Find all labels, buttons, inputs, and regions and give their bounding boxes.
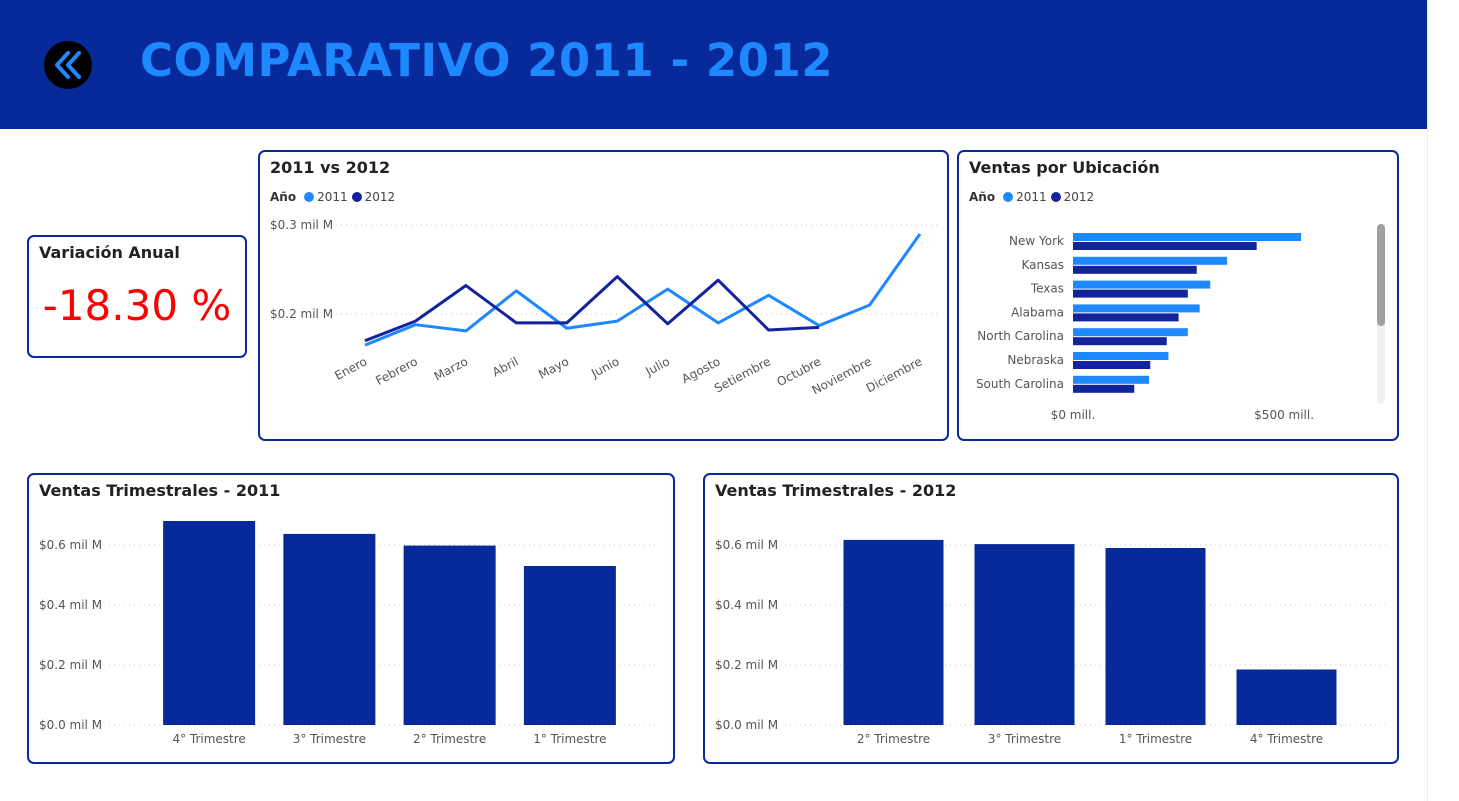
y-tick-label: $0.2 mil M: [715, 658, 778, 672]
legend-dot-2012: [1050, 192, 1061, 202]
x-tick-label: Junio: [588, 354, 621, 381]
quarterly-2011-plot: $0.0 mil M $0.2 mil M $0.4 mil M $0.6 mil M…: [39, 521, 657, 746]
kpi-title: Variación Anual: [39, 243, 180, 262]
x-tick-label: 1° Trimestre: [533, 732, 606, 746]
bar-2012: [1073, 361, 1151, 369]
y-tick-label: $0.6 mil M: [715, 538, 778, 552]
legend-title: Año: [270, 190, 297, 204]
line-chart-title: 2011 vs 2012: [270, 158, 391, 177]
x-tick-label: 3° Trimestre: [293, 732, 366, 746]
bar-2011: [1073, 328, 1188, 337]
series-line-2011: [364, 233, 922, 347]
category-label: North Carolina: [977, 329, 1064, 343]
legend-label-2011: 2011: [1016, 190, 1047, 204]
bar-2012: [1073, 337, 1167, 346]
legend-label-2011: 2011: [317, 190, 348, 204]
x-tick-label: $0 mill.: [1051, 408, 1096, 422]
kpi-card[interactable]: Variación Anual -18.30 %: [27, 235, 247, 358]
bar-2011: [1073, 304, 1200, 313]
category-label: Nebraska: [1007, 353, 1064, 367]
double-chevron-left-icon: [55, 51, 81, 79]
bar: [974, 544, 1075, 725]
location-scrollbar[interactable]: [1377, 224, 1385, 404]
y-tick-label: $0.2 mil M: [39, 658, 102, 672]
bar-2012: [1073, 289, 1188, 298]
y-tick-label: $0.0 mil M: [715, 718, 778, 732]
x-tick-label: Enero: [332, 354, 369, 383]
bar: [523, 566, 616, 725]
bar: [843, 539, 944, 725]
bar-2011: [1073, 280, 1211, 289]
x-tick-label: 4° Trimestre: [172, 732, 245, 746]
y-tick-label: $0.2 mil M: [270, 307, 333, 321]
legend-dot-2012: [351, 192, 362, 202]
y-tick-label: $0.6 mil M: [39, 538, 102, 552]
legend-dot-2011: [1003, 192, 1014, 202]
kpi-value: -18.30 %: [42, 281, 232, 330]
x-tick-label: Abril: [490, 354, 521, 379]
legend-dot-2011: [304, 192, 315, 202]
quarterly-2011-title: Ventas Trimestrales - 2011: [39, 481, 281, 500]
scrollbar-thumb[interactable]: [1377, 224, 1385, 326]
y-tick-label: $0.4 mil M: [39, 598, 102, 612]
category-label: South Carolina: [976, 377, 1064, 391]
category-label: Alabama: [1011, 305, 1064, 319]
bar: [403, 545, 496, 725]
category-label: Texas: [1030, 282, 1064, 296]
x-tick-label: Febrero: [373, 354, 420, 388]
x-tick-label: 2° Trimestre: [413, 732, 486, 746]
x-tick-label: $500 mill.: [1254, 408, 1314, 422]
bar-2011: [1073, 352, 1169, 360]
location-chart-plot: New York Kansas Texas Alabama North Carolina…: [976, 233, 1314, 422]
legend-item-2011[interactable]: 2011: [304, 190, 348, 204]
page-margin: [1427, 0, 1459, 801]
legend-label-2012: 2012: [1063, 190, 1095, 204]
x-tick-label: Marzo: [432, 354, 471, 383]
category-label: New York: [1009, 234, 1064, 248]
bar-2011: [1073, 375, 1149, 384]
line-chart-plot: $0.2 mil M $0.3 mil M Enero Febrero Marzo Abr…: [270, 218, 938, 397]
legend-item-2012[interactable]: 2012: [1050, 190, 1095, 204]
bar-2012: [1073, 313, 1179, 322]
x-tick-label: Setiembre: [712, 354, 773, 395]
bar-2012: [1073, 242, 1257, 250]
x-tick-label: Julio: [642, 354, 672, 379]
x-tick-label: 2° Trimestre: [857, 732, 930, 746]
quarterly-2012-plot: $0.0 mil M $0.2 mil M $0.4 mil M $0.6 mil M…: [715, 538, 1387, 746]
legend-item-2011[interactable]: 2011: [1003, 190, 1047, 204]
quarterly-2012-card[interactable]: Ventas Trimestrales - 2012 $0.0 mil M $0.…: [703, 473, 1399, 764]
legend-item-2012[interactable]: 2012: [351, 190, 396, 204]
quarterly-2012-title: Ventas Trimestrales - 2012: [715, 481, 957, 500]
location-chart-title: Ventas por Ubicación: [969, 158, 1160, 177]
y-tick-label: $0.3 mil M: [270, 218, 333, 232]
bar-2011: [1073, 233, 1301, 241]
x-tick-label: Mayo: [536, 354, 571, 381]
y-tick-label: $0.0 mil M: [39, 718, 102, 732]
bar: [1105, 548, 1206, 725]
bar: [283, 533, 376, 725]
y-tick-label: $0.4 mil M: [715, 598, 778, 612]
bar-2011: [1073, 256, 1228, 265]
x-tick-label: 3° Trimestre: [988, 732, 1061, 746]
legend-label-2012: 2012: [364, 190, 396, 204]
back-button[interactable]: [44, 41, 92, 89]
category-label: Kansas: [1022, 258, 1064, 272]
quarterly-2011-card[interactable]: Ventas Trimestrales - 2011 $0.0 mil M $0.…: [27, 473, 675, 764]
line-chart-card[interactable]: 2011 vs 2012 Año 2011 2012 $0.2 mil M $0.…: [258, 150, 949, 441]
x-tick-label: 4° Trimestre: [1250, 732, 1323, 746]
bar: [1236, 669, 1337, 725]
x-tick-label: 1° Trimestre: [1119, 732, 1192, 746]
x-tick-label: Diciembre: [864, 354, 925, 395]
bar-2012: [1073, 265, 1197, 274]
line-chart-legend: Año 2011 2012: [270, 190, 399, 204]
bar: [163, 521, 256, 725]
location-chart-card[interactable]: Ventas por Ubicación Año 2011 2012 New Y…: [957, 150, 1399, 441]
series-line-2012: [364, 275, 820, 343]
location-chart-legend: Año 2011 2012: [969, 190, 1098, 204]
header-bar: COMPARATIVO 2011 - 2012: [0, 0, 1427, 129]
bar-2012: [1073, 384, 1135, 393]
legend-title: Año: [969, 190, 996, 204]
page-title: COMPARATIVO 2011 - 2012: [140, 34, 834, 87]
